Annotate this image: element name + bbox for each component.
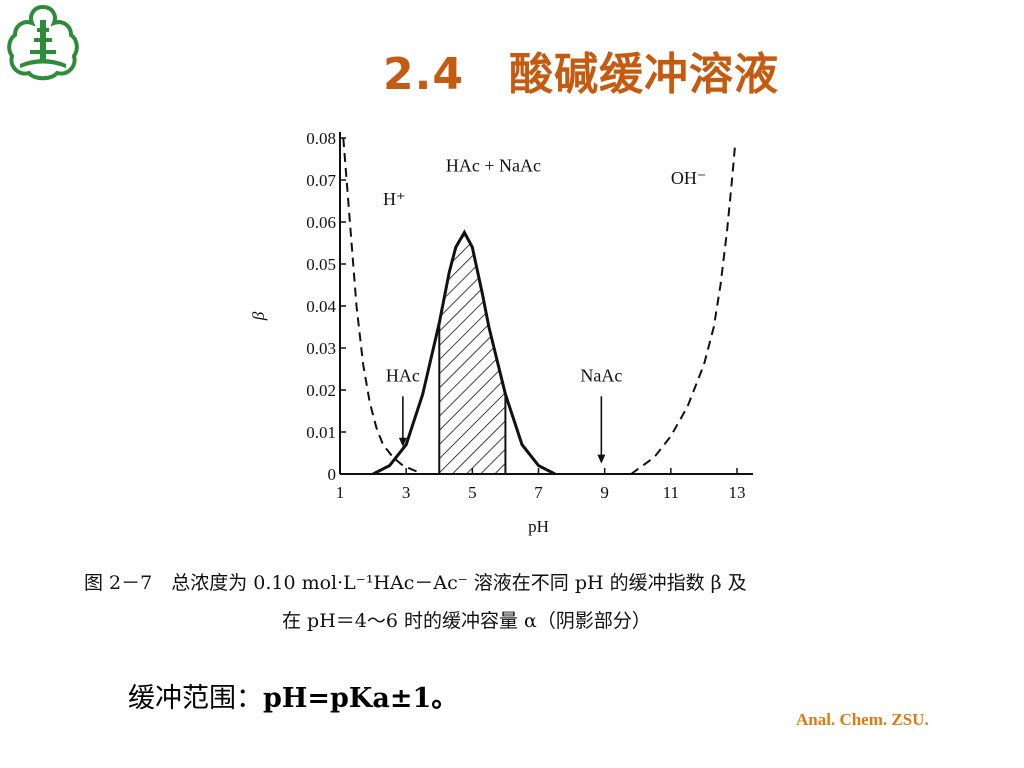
course-footer: Anal. Chem. ZSU. xyxy=(796,710,929,729)
annotation-label: NaAc xyxy=(580,366,622,386)
y-tick-label: 0.07 xyxy=(306,171,336,190)
university-emblem-icon xyxy=(7,4,79,81)
annotation-arrowhead xyxy=(398,437,407,447)
series-line xyxy=(342,137,424,475)
chart-annotations: H⁺ HAc + NaAc OH⁻ HAc NaAc xyxy=(383,156,706,464)
chart-tick-labels: 00.010.020.030.040.050.060.070.081 3 5 7 9 11… xyxy=(249,129,746,536)
buffer-range-label: 缓冲范围： xyxy=(128,683,263,714)
annotation-label: HAc xyxy=(386,366,420,386)
x-tick-label: 5 xyxy=(468,483,477,502)
x-tick-label: 9 xyxy=(600,483,609,502)
x-tick-label: 1 xyxy=(336,483,345,502)
y-tick-label: 0.08 xyxy=(306,129,336,148)
x-tick-label: 11 xyxy=(663,483,679,502)
y-axis-label: β xyxy=(249,311,268,321)
x-axis-label: pH xyxy=(528,517,549,536)
series-line xyxy=(630,142,737,475)
chart-series-lines xyxy=(342,137,737,476)
y-tick-label: 0.05 xyxy=(306,255,336,274)
series-line xyxy=(372,229,556,476)
buffer-index-chart: 00.010.020.030.040.050.060.070.081 3 5 7 9 11… xyxy=(249,129,753,536)
x-tick-label: 7 xyxy=(534,483,543,502)
buffer-range-value: pH=pKa±1。 xyxy=(263,683,459,714)
y-tick-label: 0.01 xyxy=(306,423,336,442)
y-tick-label: 0.03 xyxy=(306,339,336,358)
figure-caption-line2: 在 pH＝4～6 时的缓冲容量 α（阴影部分） xyxy=(282,610,651,632)
buffer-range-statement: 缓冲范围：pH=pKa±1。 xyxy=(128,676,458,715)
series-label: OH⁻ xyxy=(671,168,707,188)
y-tick-label: 0 xyxy=(328,465,337,484)
x-tick-label: 13 xyxy=(729,483,746,502)
x-tick-label: 3 xyxy=(402,483,411,502)
series-label: HAc + NaAc xyxy=(446,156,541,176)
annotation-arrowhead xyxy=(597,454,606,464)
y-tick-label: 0.04 xyxy=(306,297,336,316)
slide-title: 2.4 酸碱缓冲溶液 xyxy=(383,49,779,100)
series-label: H⁺ xyxy=(383,189,406,209)
figure-caption-line1: 图 2－7 总浓度为 0.10 mol·L⁻¹HAc－Ac⁻ 溶液在不同 pH … xyxy=(84,572,747,594)
y-tick-label: 0.02 xyxy=(306,381,336,400)
y-tick-label: 0.06 xyxy=(306,213,336,232)
